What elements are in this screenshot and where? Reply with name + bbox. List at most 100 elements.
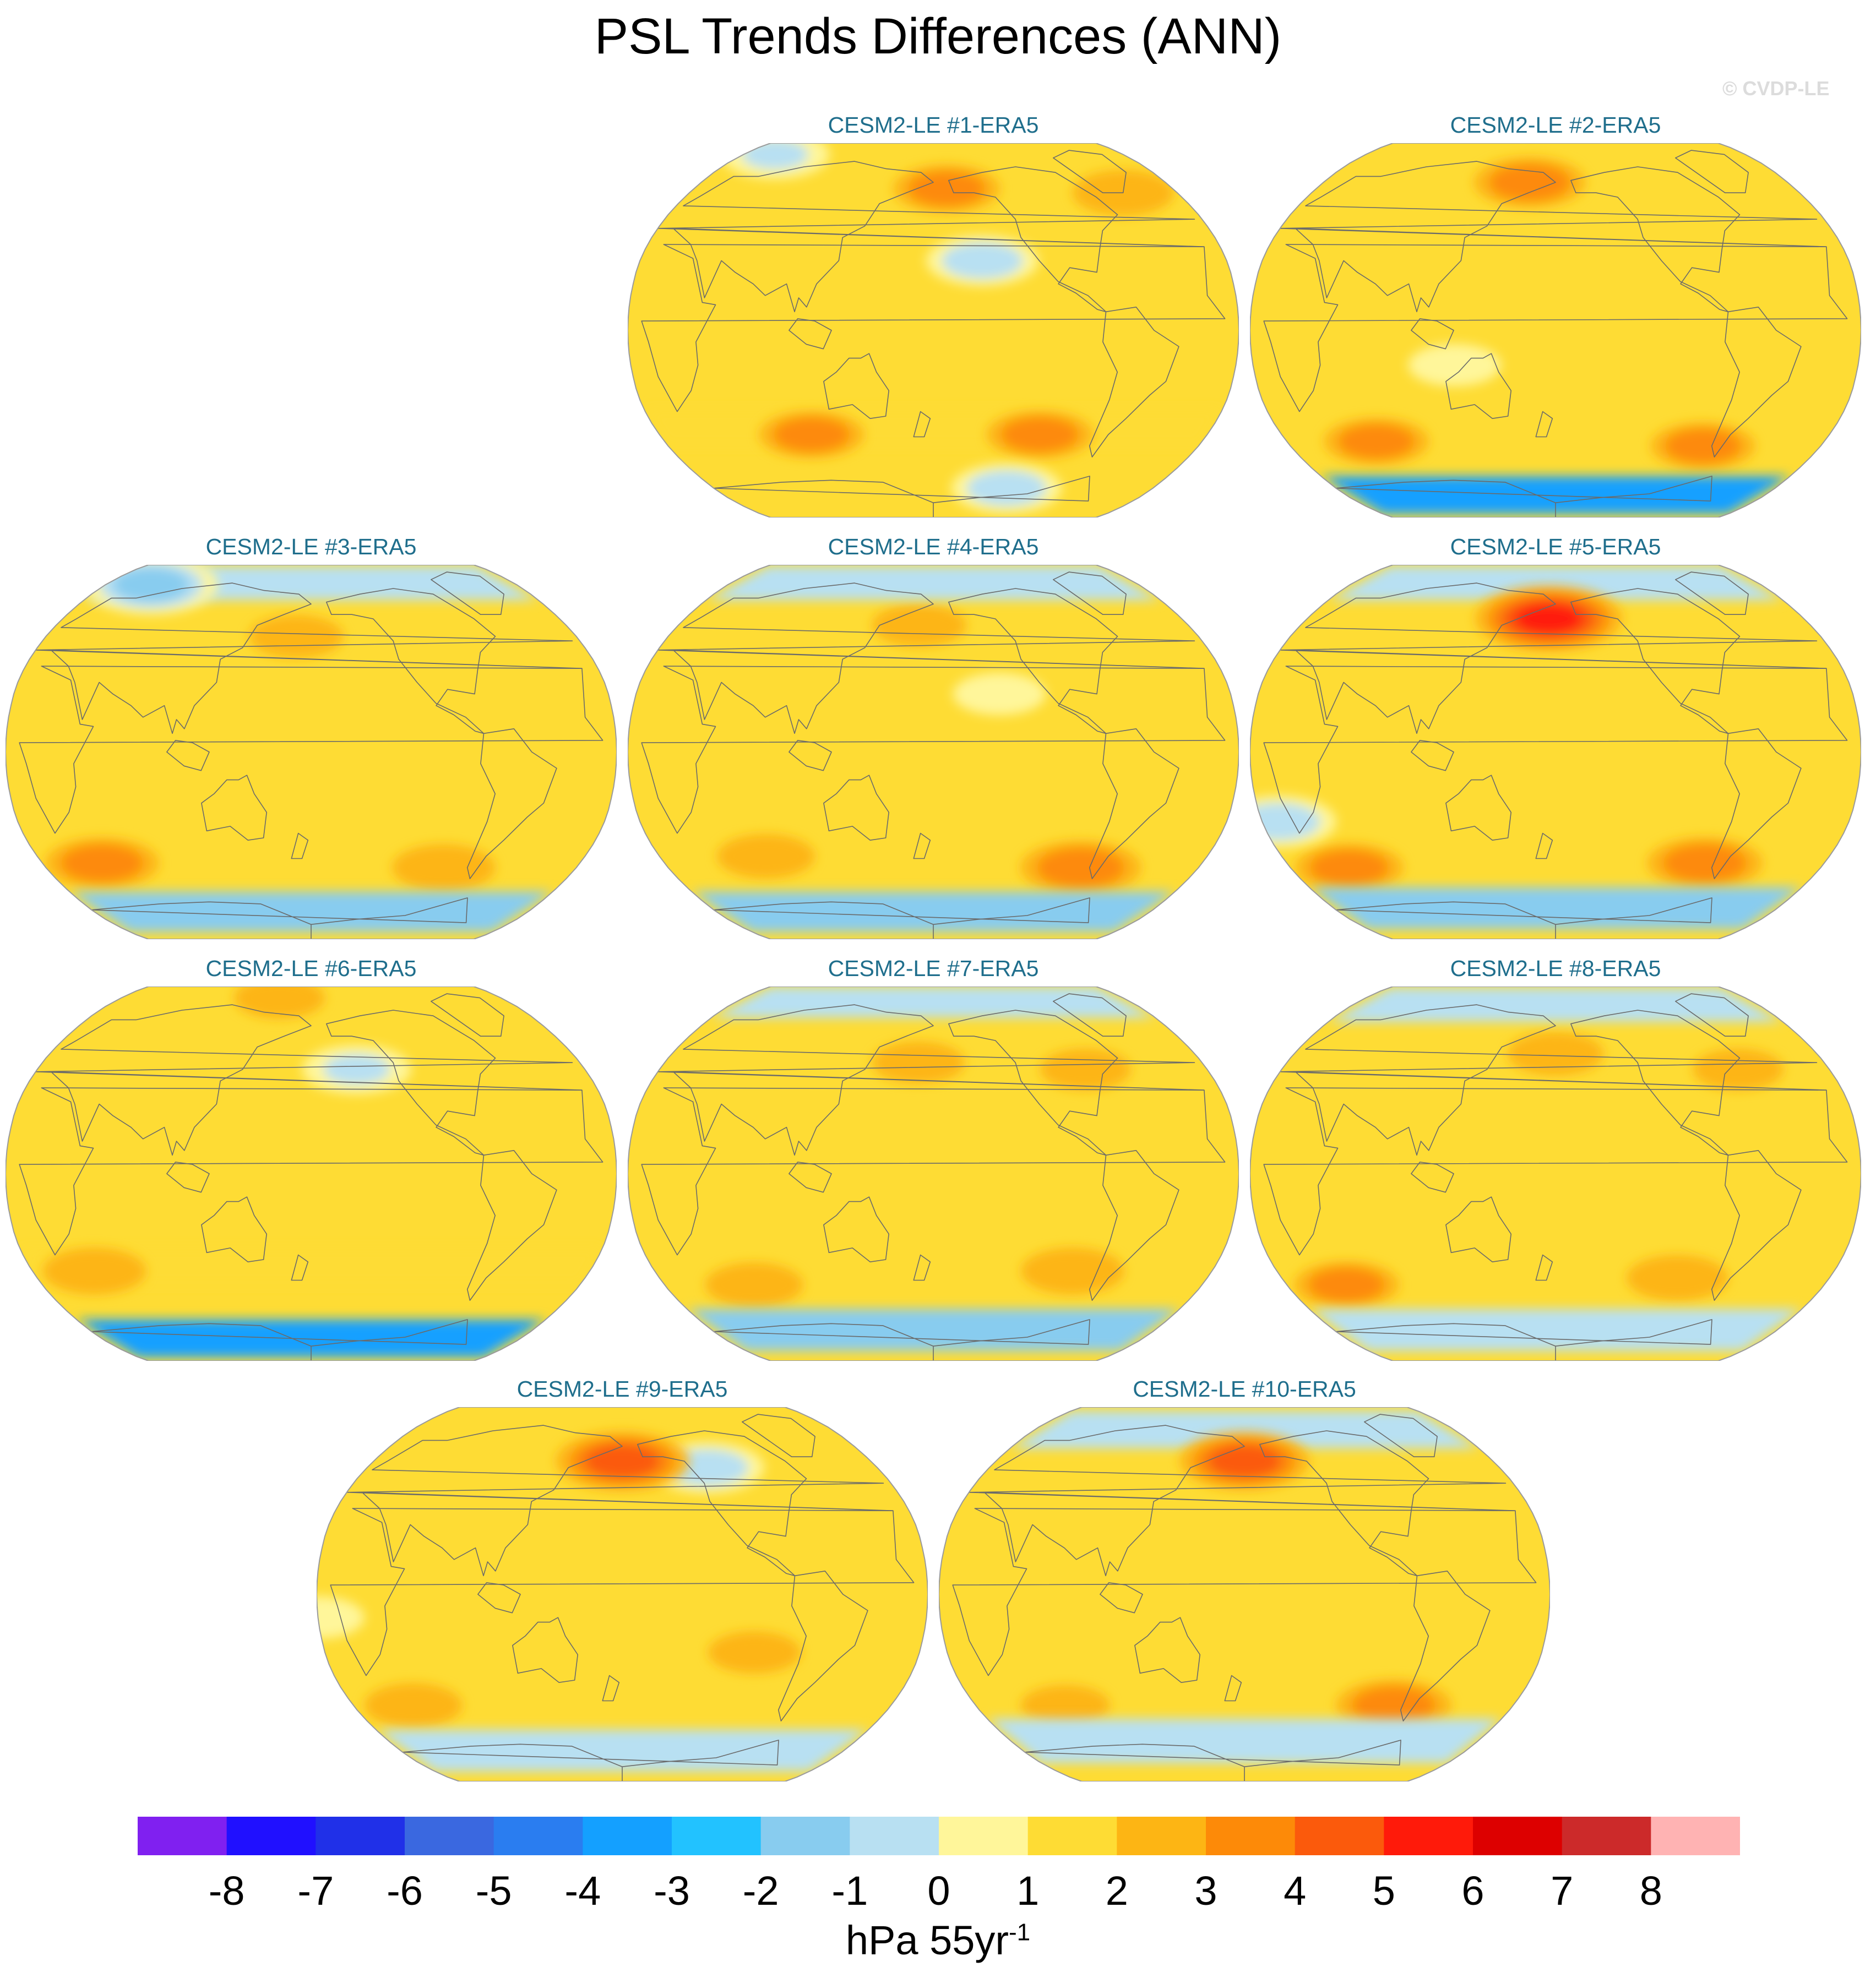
blob-level xyxy=(599,1451,646,1472)
coastline xyxy=(1053,993,1127,1037)
anomaly-blob xyxy=(872,603,967,647)
anomaly-blob xyxy=(1295,843,1404,892)
band-fill xyxy=(1321,476,1790,514)
colorbar-tick-label: 3 xyxy=(1194,1868,1217,1914)
coastline xyxy=(1535,1254,1553,1281)
colorbar-swatch xyxy=(1117,1817,1206,1855)
blob-level xyxy=(890,1049,947,1076)
colorbar-tick-label: -5 xyxy=(476,1868,512,1914)
colorbar-swatch xyxy=(226,1817,316,1855)
map-plot xyxy=(1250,143,1861,517)
coastline xyxy=(1053,150,1127,193)
panel-title: CESM2-LE #9-ERA5 xyxy=(516,1376,728,1402)
panel-title: CESM2-LE #8-ERA5 xyxy=(1450,956,1661,981)
coastline xyxy=(1675,571,1749,615)
map-plot xyxy=(6,565,617,939)
map-plot xyxy=(1250,987,1861,1361)
anomaly-blob xyxy=(1475,586,1623,652)
panel-title: CESM2-LE #2-ERA5 xyxy=(1450,112,1661,138)
coastline xyxy=(291,832,309,859)
anomaly-blob xyxy=(708,1631,801,1674)
map-outline xyxy=(1250,987,1861,1361)
blob-level xyxy=(1368,1693,1420,1717)
map-panel-7: CESM2-LE #7-ERA5 xyxy=(628,956,1239,1374)
coastline xyxy=(713,1319,1090,1361)
colorbar-tick-label: 2 xyxy=(1106,1868,1128,1914)
colorbar-swatch xyxy=(1473,1817,1563,1855)
band-fill xyxy=(1309,1309,1802,1351)
coastline xyxy=(1535,832,1553,859)
anomaly-blob xyxy=(42,1247,146,1295)
colorbar-swatch xyxy=(583,1817,672,1855)
panel-title: CESM2-LE #3-ERA5 xyxy=(205,534,417,559)
anomaly-blob xyxy=(364,1683,463,1728)
blob-level xyxy=(1037,1693,1093,1718)
blob-level xyxy=(128,574,175,596)
coastline xyxy=(326,588,496,734)
map-panel-9: CESM2-LE #9-ERA5 xyxy=(317,1376,928,1795)
coastline xyxy=(641,244,1226,412)
anomaly-blob xyxy=(716,834,815,879)
colorbar-swatch xyxy=(760,1817,850,1855)
coastline xyxy=(1089,1150,1179,1301)
coastline xyxy=(1335,1319,1712,1361)
coastline xyxy=(35,582,583,734)
coastline xyxy=(1675,150,1749,193)
anomaly-blob xyxy=(953,673,1046,715)
anomaly-blob xyxy=(391,844,496,891)
coastline xyxy=(346,1425,894,1577)
blob-level xyxy=(412,853,476,882)
blob-level xyxy=(1426,352,1483,378)
colorbar-tick-label: 7 xyxy=(1551,1868,1573,1914)
anomaly-blob xyxy=(1646,837,1763,890)
blob-level xyxy=(1504,171,1555,194)
colorbar-tick-label: -4 xyxy=(564,1868,601,1914)
anomaly-blob xyxy=(1650,422,1756,470)
blob-level xyxy=(251,987,308,1011)
map-panel-6: CESM2-LE #6-ERA5 xyxy=(6,956,617,1374)
coastline xyxy=(641,666,1226,834)
anomaly-band xyxy=(1321,476,1790,514)
band-fill xyxy=(687,1309,1180,1351)
coastline xyxy=(1711,728,1802,879)
blob-level xyxy=(1057,1056,1114,1082)
panel-title: CESM2-LE #7-ERA5 xyxy=(828,956,1039,981)
anomaly-blob xyxy=(986,410,1094,459)
coastlines xyxy=(19,571,603,939)
coastline xyxy=(713,897,1090,939)
coastline xyxy=(1711,1150,1802,1301)
map-outline xyxy=(628,565,1239,939)
coastlines xyxy=(1263,993,1848,1361)
colorbar-tick-label: -1 xyxy=(831,1868,868,1914)
colorbar-tick-label: -2 xyxy=(743,1868,779,1914)
coastline xyxy=(1570,166,1741,313)
map-plot xyxy=(628,987,1239,1361)
band-fill xyxy=(20,1247,602,1285)
blob-level xyxy=(922,178,971,200)
coastline xyxy=(1335,897,1712,939)
watermark: © CVDP-LE xyxy=(1722,77,1830,100)
blob-level xyxy=(1222,1451,1267,1472)
anomaly-blob xyxy=(45,837,160,889)
anomaly-blob xyxy=(1020,1685,1110,1726)
blob-level xyxy=(1041,1256,1105,1286)
anomaly-band xyxy=(1309,887,1802,929)
coastline xyxy=(823,775,889,841)
colorbar-swatch xyxy=(672,1817,762,1855)
anomaly-blob xyxy=(759,411,864,459)
colorbar-tick-label: 8 xyxy=(1640,1868,1662,1914)
coastline xyxy=(1100,1582,1143,1614)
anomaly-blob xyxy=(1473,157,1586,208)
map-plot xyxy=(317,1407,928,1781)
panel-title: CESM2-LE #10-ERA5 xyxy=(1133,1376,1356,1402)
coastline xyxy=(948,588,1118,734)
coastline xyxy=(91,897,468,939)
blob-level xyxy=(726,1639,783,1665)
coastlines xyxy=(19,993,603,1361)
blob-level xyxy=(77,852,128,875)
coastline xyxy=(35,1004,583,1156)
coastline xyxy=(913,832,931,859)
coastlines xyxy=(1263,150,1848,517)
coastlines xyxy=(952,1414,1537,1781)
coastline xyxy=(19,666,603,834)
